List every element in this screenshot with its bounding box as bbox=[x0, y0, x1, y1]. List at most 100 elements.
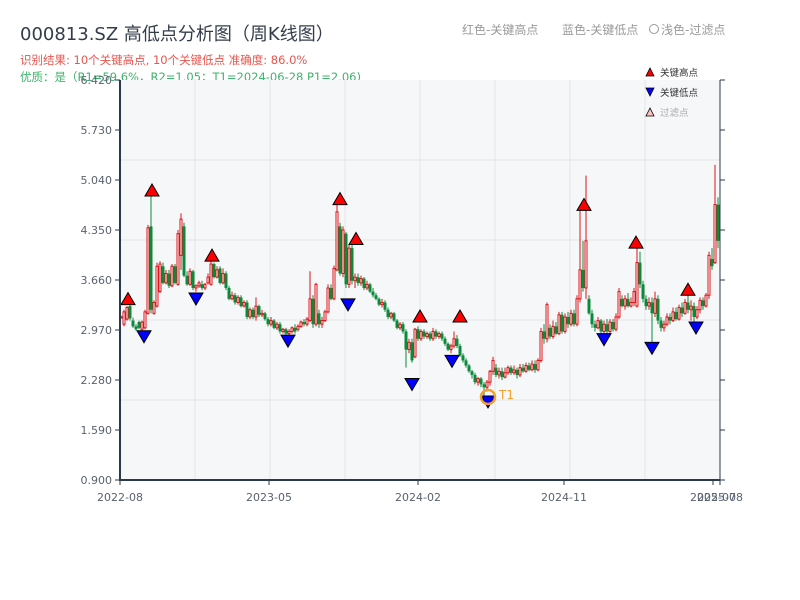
key-low-marker bbox=[136, 330, 152, 344]
candle bbox=[398, 322, 402, 330]
candle bbox=[539, 327, 543, 363]
candle bbox=[122, 309, 126, 327]
candle bbox=[215, 266, 219, 279]
candle bbox=[155, 262, 159, 308]
candle bbox=[353, 273, 357, 288]
candle bbox=[428, 331, 432, 341]
key-high-marker bbox=[452, 309, 468, 323]
candle bbox=[404, 329, 408, 368]
candle bbox=[383, 300, 387, 312]
candle bbox=[431, 327, 435, 341]
candle bbox=[137, 320, 141, 330]
candle bbox=[479, 377, 483, 388]
candle-body bbox=[293, 327, 297, 332]
candle-body bbox=[203, 283, 207, 289]
candle bbox=[707, 251, 711, 299]
candle bbox=[653, 291, 657, 317]
candle-body bbox=[563, 316, 567, 332]
candle bbox=[392, 311, 396, 323]
candle bbox=[305, 316, 309, 327]
candle bbox=[536, 358, 540, 372]
candle-body bbox=[281, 328, 285, 332]
candle bbox=[470, 369, 474, 379]
candle-body bbox=[248, 309, 252, 318]
candle-body bbox=[125, 307, 129, 320]
candle bbox=[656, 295, 660, 325]
candle-body bbox=[500, 371, 504, 378]
candle bbox=[194, 284, 198, 292]
candle bbox=[185, 271, 189, 286]
candle-body bbox=[368, 284, 372, 292]
candle-body bbox=[521, 367, 525, 372]
candle bbox=[242, 300, 246, 308]
candle bbox=[248, 307, 252, 320]
candle bbox=[323, 309, 327, 323]
candle-body bbox=[188, 270, 192, 285]
legend-red-highs: 红色-关键高点 bbox=[462, 23, 539, 37]
candle-body bbox=[602, 323, 606, 332]
candle bbox=[413, 327, 417, 359]
candle-body bbox=[146, 227, 150, 314]
candle-body bbox=[362, 278, 366, 288]
candle-body bbox=[458, 345, 462, 356]
y-tick-label: 2.970 bbox=[81, 324, 113, 337]
candle-body bbox=[449, 345, 453, 351]
candle-body bbox=[452, 338, 456, 347]
candle bbox=[371, 287, 375, 298]
candle bbox=[587, 295, 591, 315]
candle-body bbox=[221, 272, 225, 284]
candle-body bbox=[131, 320, 135, 327]
candle-body bbox=[305, 318, 309, 325]
candle bbox=[191, 269, 195, 291]
candle-body bbox=[263, 313, 267, 320]
candle-body bbox=[479, 378, 483, 385]
candle-body bbox=[167, 273, 171, 286]
candle bbox=[425, 331, 429, 339]
candle-body bbox=[677, 307, 681, 320]
candle-body bbox=[179, 218, 183, 256]
legend-light-filtered: 浅色-过滤点 bbox=[649, 21, 725, 38]
candle bbox=[221, 268, 225, 285]
candle-body bbox=[272, 320, 276, 328]
candle bbox=[350, 240, 354, 285]
candle-body bbox=[476, 378, 480, 383]
candle bbox=[236, 295, 240, 305]
candle-body bbox=[560, 314, 564, 332]
candle bbox=[701, 297, 705, 310]
candle-body bbox=[296, 325, 300, 330]
candle-body bbox=[581, 269, 585, 288]
candle bbox=[140, 320, 144, 331]
candle-body bbox=[638, 262, 642, 285]
candle-body bbox=[245, 302, 249, 317]
candle bbox=[149, 195, 153, 314]
candle-body bbox=[440, 333, 444, 339]
candle bbox=[659, 316, 663, 332]
candle bbox=[359, 275, 363, 286]
candle-body bbox=[383, 302, 387, 310]
legend-label: 关键低点 bbox=[660, 87, 699, 99]
candle bbox=[263, 311, 267, 321]
candle-body bbox=[536, 359, 540, 371]
candle-body bbox=[299, 321, 303, 327]
candle bbox=[548, 324, 552, 339]
candle-body bbox=[173, 266, 177, 283]
candle-body bbox=[194, 285, 198, 289]
markers: T1 bbox=[120, 182, 704, 409]
candle-body bbox=[398, 323, 402, 329]
candle-body bbox=[224, 273, 228, 288]
candle bbox=[467, 364, 471, 373]
candle bbox=[251, 307, 255, 320]
candle-body bbox=[713, 204, 717, 264]
candle bbox=[380, 298, 384, 308]
candle bbox=[608, 319, 612, 334]
candles bbox=[119, 164, 720, 396]
candle bbox=[617, 287, 621, 320]
candle bbox=[596, 316, 600, 330]
y-tick-label: 2.280 bbox=[81, 374, 113, 387]
candle bbox=[695, 306, 699, 320]
candle-body bbox=[434, 331, 438, 337]
candle-body bbox=[653, 298, 657, 314]
candle-body bbox=[329, 287, 333, 299]
candle bbox=[521, 364, 525, 373]
